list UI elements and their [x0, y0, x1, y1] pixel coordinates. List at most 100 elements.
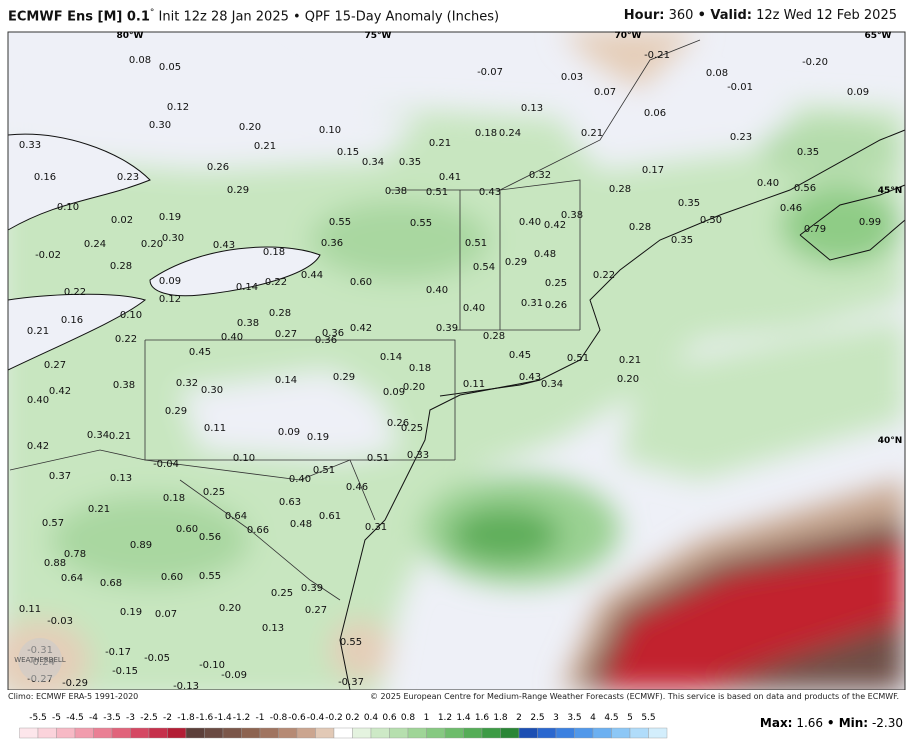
map-value: 0.26 — [207, 162, 229, 173]
map-value: 0.16 — [34, 172, 56, 183]
colorbar-swatch — [130, 727, 150, 739]
map-value: 0.31 — [521, 298, 543, 309]
logo-text: WEATHERBELL — [14, 656, 66, 664]
map-value: 0.25 — [203, 487, 225, 498]
map-value: 0.40 — [519, 217, 541, 228]
colorbar-swatch — [222, 727, 242, 739]
map-value: 0.35 — [399, 157, 421, 168]
map-value: 0.37 — [49, 471, 71, 482]
long-island — [439, 379, 541, 397]
colorbar-swatch — [93, 727, 113, 739]
map-value: 0.54 — [473, 262, 495, 273]
map-value: 0.17 — [642, 165, 664, 176]
map-value: 0.55 — [329, 217, 351, 228]
map-value: 0.18 — [475, 128, 497, 139]
colorbar-swatch — [426, 727, 446, 739]
map-value: 0.43 — [519, 372, 541, 383]
colorbar-label: 3.5 — [567, 713, 581, 723]
colorbar-label: -5.5 — [29, 713, 47, 723]
map-value: 0.02 — [111, 215, 133, 226]
colorbar-swatch — [259, 727, 279, 739]
map-value: 0.08 — [706, 68, 728, 79]
colorbar-label: -0.4 — [307, 713, 325, 723]
map-value: 0.11 — [204, 423, 226, 434]
map-value: -0.07 — [477, 67, 503, 78]
map-value: 0.30 — [201, 385, 223, 396]
map-value: 0.25 — [271, 588, 293, 599]
lon-label: 70°W — [615, 31, 642, 41]
map-value: 0.36 — [315, 335, 337, 346]
map-value: 0.10 — [57, 202, 79, 213]
colorbar-swatch — [481, 727, 501, 739]
colorbar-label: -1.2 — [233, 713, 251, 723]
map-value: 0.21 — [27, 326, 49, 337]
colorbar-label: 2 — [516, 713, 522, 723]
colorbar-label: -3 — [126, 713, 135, 723]
map-value: 0.56 — [794, 183, 816, 194]
map-value: 0.08 — [129, 55, 151, 66]
map-value: -0.15 — [112, 666, 138, 677]
map-value: 0.13 — [521, 103, 543, 114]
map-value: 0.40 — [757, 178, 779, 189]
map-value: 0.23 — [117, 172, 139, 183]
lake-huron — [7, 133, 151, 231]
colorbar-swatch — [518, 727, 538, 739]
map-value: 0.11 — [19, 604, 41, 615]
map-value: -0.09 — [221, 670, 247, 681]
map-value: 0.46 — [346, 482, 368, 493]
map-value: 0.28 — [609, 184, 631, 195]
map-value: 0.29 — [227, 185, 249, 196]
shading — [8, 32, 905, 690]
colorbar-swatch — [611, 727, 631, 739]
map-value: 0.13 — [110, 473, 132, 484]
map-value: 0.88 — [44, 558, 66, 569]
min: -2.30 — [871, 716, 903, 730]
colorbar-swatch — [241, 727, 261, 739]
map-value: 0.09 — [383, 387, 405, 398]
colorbar-label: -1.8 — [177, 713, 195, 723]
map-value: 0.89 — [130, 540, 152, 551]
colorbar-swatch — [592, 727, 612, 739]
map-value: 0.39 — [301, 583, 323, 594]
colorbar-label: -0.2 — [325, 713, 343, 723]
map-value: 0.36 — [321, 238, 343, 249]
colorbar-label: -2.5 — [140, 713, 158, 723]
map-value: 0.38 — [385, 186, 407, 197]
colorbar-swatch — [574, 727, 594, 739]
map-value: -0.02 — [35, 250, 61, 261]
colorbar-swatch — [370, 727, 390, 739]
map-value: 0.40 — [426, 285, 448, 296]
colorbar-swatch — [315, 727, 335, 739]
map-value: 0.36 — [322, 328, 344, 339]
colorbar-swatch — [333, 727, 353, 739]
map-value: 0.34 — [541, 379, 563, 390]
colorbar-label: 2.5 — [530, 713, 544, 723]
map-value: 0.79 — [804, 224, 826, 235]
map-value: 0.57 — [42, 518, 64, 529]
map-value: 0.29 — [165, 406, 187, 417]
lake-ontario — [149, 246, 321, 297]
map-value: -0.17 — [105, 647, 131, 658]
map-value: 0.25 — [401, 423, 423, 434]
map-value: 0.64 — [61, 573, 83, 584]
map-value: 0.33 — [407, 450, 429, 461]
colorbar-label: 5.5 — [641, 713, 655, 723]
colorbar-label: 4.5 — [604, 713, 618, 723]
map-value: 0.18 — [409, 363, 431, 374]
valid: 12z Wed 12 Feb 2025 — [756, 8, 897, 23]
map-value: 0.25 — [545, 278, 567, 289]
max-min: Max: 1.66 • Min: -2.30 — [760, 716, 903, 730]
colorbar-label: -4 — [89, 713, 98, 723]
map-value: -0.20 — [802, 57, 828, 68]
colorbar-swatch — [148, 727, 168, 739]
map-value: 0.22 — [265, 277, 287, 288]
map-value: 0.43 — [213, 240, 235, 251]
map-value: 0.45 — [189, 347, 211, 358]
colorbar-label: -1 — [256, 713, 265, 723]
map-value: 0.20 — [403, 382, 425, 393]
lake-erie — [7, 293, 147, 371]
boundaries — [7, 39, 906, 690]
lat-label: 45°N — [878, 186, 903, 196]
colorbar-label: 3 — [553, 713, 559, 723]
lon-label: 75°W — [365, 31, 392, 41]
